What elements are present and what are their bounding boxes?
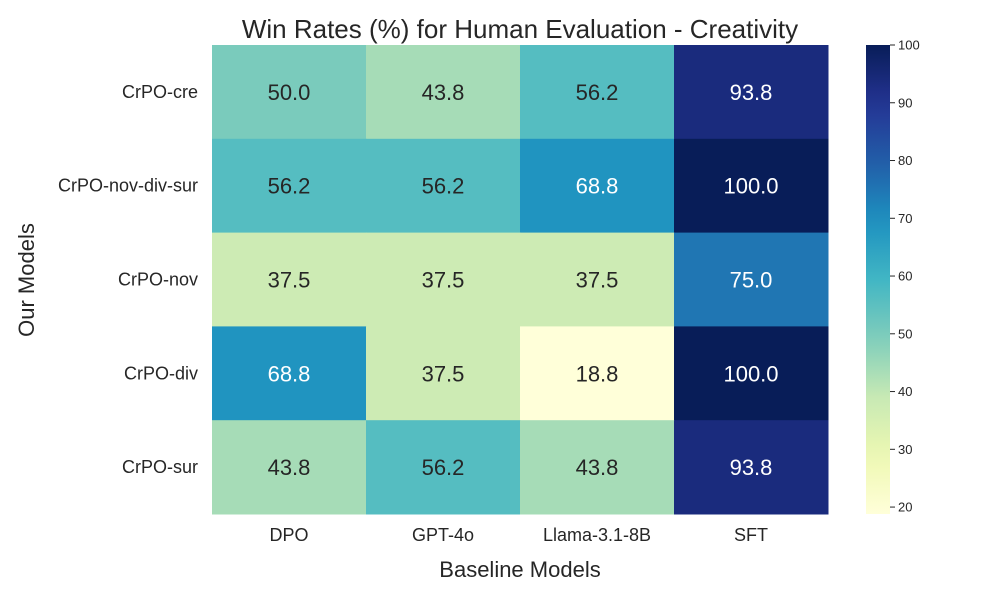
cell-value-label: 100.0 bbox=[723, 361, 778, 386]
x-axis-label: Baseline Models bbox=[439, 557, 600, 582]
cell-value-label: 75.0 bbox=[730, 268, 773, 293]
cell-value-label: 93.8 bbox=[730, 455, 773, 480]
x-tick-label: GPT-4o bbox=[412, 525, 474, 545]
colorbar-tick-label: 40 bbox=[898, 384, 912, 399]
x-tick-label: DPO bbox=[269, 525, 308, 545]
heatmap-cell bbox=[366, 326, 521, 421]
cell-value-label: 43.8 bbox=[268, 455, 311, 480]
cell-value-label: 43.8 bbox=[576, 455, 619, 480]
colorbar-tick-label: 50 bbox=[898, 326, 912, 341]
cell-value-label: 68.8 bbox=[576, 174, 619, 199]
heatmap-cells bbox=[212, 45, 829, 515]
x-tick-labels: DPO GPT-4o Llama-3.1-8B SFT bbox=[269, 525, 768, 545]
y-tick-label: CrPO-div bbox=[124, 363, 198, 383]
heatmap-cell bbox=[366, 138, 521, 234]
heatmap-cell bbox=[212, 232, 367, 327]
cell-value-label: 37.5 bbox=[576, 268, 619, 293]
heatmap-cell bbox=[212, 45, 367, 140]
colorbar-tick-label: 30 bbox=[898, 442, 912, 457]
cell-value-label: 37.5 bbox=[422, 268, 465, 293]
heatmap-cell bbox=[520, 326, 675, 421]
cell-value-label: 56.2 bbox=[268, 174, 311, 199]
y-tick-labels: CrPO-cre CrPO-nov-div-sur CrPO-nov CrPO-div… bbox=[58, 82, 198, 477]
cell-value-label: 56.2 bbox=[422, 174, 465, 199]
cell-value-label: 68.8 bbox=[268, 361, 311, 386]
x-tick-label: SFT bbox=[734, 525, 768, 545]
cell-value-label: 100.0 bbox=[723, 174, 778, 199]
cell-value-label: 18.8 bbox=[576, 361, 619, 386]
heatmap-cell bbox=[366, 45, 521, 140]
heatmap-cell bbox=[674, 326, 829, 421]
heatmap-cell bbox=[212, 138, 367, 234]
colorbar-tick-label: 90 bbox=[898, 95, 912, 110]
colorbar-tick-label: 70 bbox=[898, 211, 912, 226]
cell-value-label: 56.2 bbox=[422, 455, 465, 480]
cell-value-label: 43.8 bbox=[422, 80, 465, 105]
cell-value-label: 93.8 bbox=[730, 80, 773, 105]
cell-value-label: 37.5 bbox=[268, 268, 311, 293]
heatmap-cell-labels: 50.0 43.8 56.2 93.8 56.2 56.2 68.8 100.0 37.5 37.… bbox=[268, 80, 779, 480]
heatmap-cell bbox=[520, 45, 675, 140]
colorbar-tick-label: 80 bbox=[898, 153, 912, 168]
x-tick-label: Llama-3.1-8B bbox=[543, 525, 651, 545]
colorbar-tick-label: 20 bbox=[898, 500, 912, 515]
heatmap-cell bbox=[520, 138, 675, 234]
y-axis-label: Our Models bbox=[14, 223, 39, 337]
heatmap-cell bbox=[366, 232, 521, 327]
heatmap-cell bbox=[674, 138, 829, 234]
y-tick-label: CrPO-cre bbox=[122, 82, 198, 102]
cell-value-label: 56.2 bbox=[576, 80, 619, 105]
y-tick-label: CrPO-sur bbox=[122, 457, 198, 477]
y-tick-label: CrPO-nov bbox=[118, 270, 198, 290]
colorbar-tick-label: 60 bbox=[898, 269, 912, 284]
heatmap-cell bbox=[520, 232, 675, 327]
heatmap-cell bbox=[212, 420, 367, 515]
colorbar bbox=[866, 45, 890, 514]
y-tick-label: CrPO-nov-div-sur bbox=[58, 176, 198, 196]
heatmap-cell bbox=[212, 326, 367, 421]
cell-value-label: 37.5 bbox=[422, 361, 465, 386]
heatmap-cell bbox=[520, 420, 675, 515]
chart-title: Win Rates (%) for Human Evaluation - Cre… bbox=[242, 14, 798, 44]
heatmap-cell bbox=[366, 420, 521, 515]
cell-value-label: 50.0 bbox=[268, 80, 311, 105]
colorbar-ticks: 20 30 40 50 60 70 80 90 100 bbox=[890, 38, 920, 515]
heatmap-cell bbox=[674, 45, 829, 140]
heatmap-cell bbox=[674, 420, 829, 515]
heatmap-cell bbox=[674, 232, 829, 327]
colorbar-tick-label: 100 bbox=[898, 38, 920, 53]
